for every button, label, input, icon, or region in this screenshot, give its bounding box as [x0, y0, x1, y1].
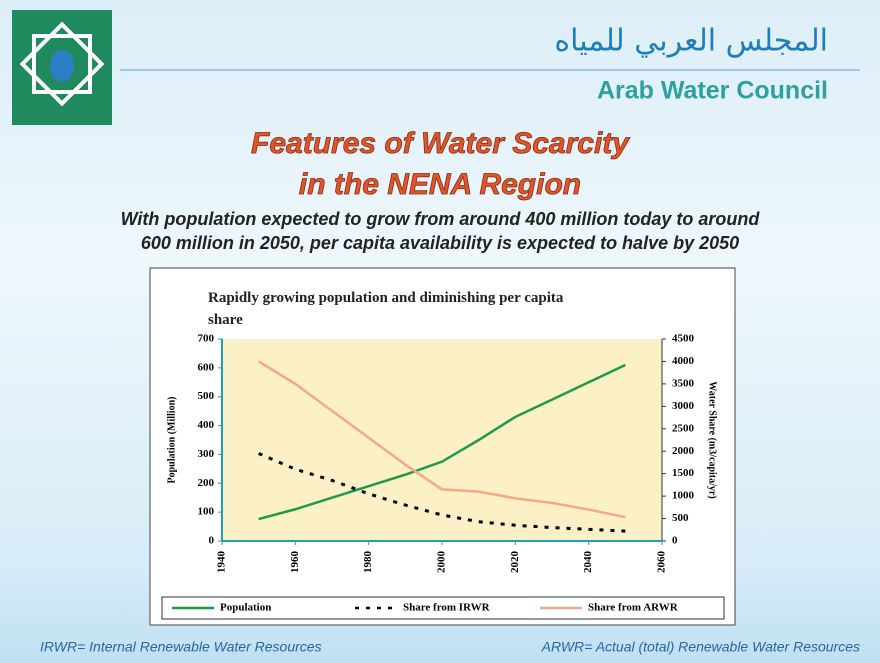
y2-tick-label: 3500 [672, 377, 695, 389]
y-tick-label: 400 [198, 419, 215, 431]
y2-axis-label: Water Share (m3/capita/yr) [707, 381, 718, 498]
slide-title: Features of Water Scarcity [251, 127, 630, 160]
x-tick-label: 1960 [289, 551, 301, 574]
y2-tick-label: 0 [672, 535, 678, 547]
legend-label: Share from IRWR [403, 602, 491, 614]
footnote: IRWR= Internal Renewable Water Resources [40, 639, 322, 655]
y2-tick-label: 500 [672, 512, 689, 524]
y-tick-label: 300 [198, 448, 215, 460]
footnote: ARWR= Actual (total) Renewable Water Res… [541, 639, 860, 655]
y-axis-label: Population (Million) [166, 397, 177, 484]
logo-drop [50, 50, 74, 82]
y2-tick-label: 1000 [672, 490, 695, 502]
slide-title: in the NENA Region [299, 168, 581, 201]
x-tick-label: 1940 [216, 551, 228, 574]
header-arabic: المجلس العربي للمياه [554, 24, 828, 59]
y-tick-label: 500 [198, 390, 215, 402]
y2-tick-label: 3000 [672, 400, 695, 412]
x-tick-label: 2000 [436, 551, 448, 574]
slide: المجلس العربي للمياه Arab Water Council … [0, 0, 880, 663]
slide-canvas: المجلس العربي للمياه Arab Water Council … [0, 0, 880, 663]
legend-label: Share from ARWR [588, 602, 679, 614]
y2-tick-label: 4500 [672, 333, 695, 345]
x-tick-label: 2040 [582, 551, 594, 574]
y-tick-label: 100 [198, 506, 215, 518]
y2-tick-label: 4000 [672, 355, 695, 367]
y-tick-label: 200 [198, 477, 215, 489]
y2-tick-label: 2500 [672, 422, 695, 434]
header-english: Arab Water Council [597, 77, 828, 105]
slide-subtitle: 600 million in 2050, per capita availabi… [141, 233, 739, 253]
slide-subtitle: With population expected to grow from ar… [121, 209, 761, 229]
x-tick-label: 2060 [656, 551, 668, 574]
y-tick-label: 700 [198, 333, 215, 345]
y-tick-label: 0 [209, 535, 215, 547]
x-tick-label: 2020 [509, 551, 521, 574]
y2-tick-label: 1500 [672, 467, 695, 479]
x-tick-label: 1980 [362, 551, 374, 574]
y2-tick-label: 2000 [672, 445, 695, 457]
y-tick-label: 600 [198, 361, 215, 373]
legend-label: Population [220, 602, 271, 614]
